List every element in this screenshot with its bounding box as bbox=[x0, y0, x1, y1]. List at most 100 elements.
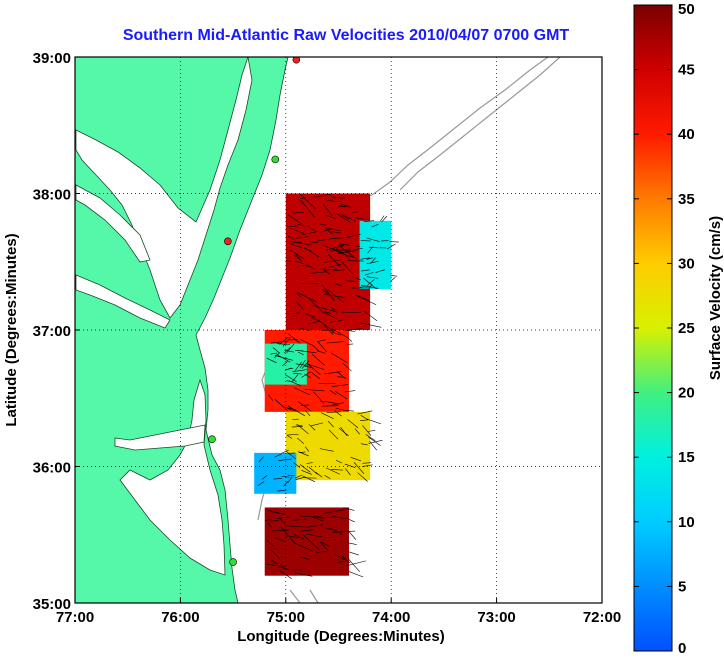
vector-arrow bbox=[315, 550, 328, 553]
vector-arrow bbox=[366, 260, 379, 265]
vector-arrow bbox=[302, 475, 316, 483]
y-tick-label: 36:00 bbox=[33, 460, 71, 477]
vector-arrow bbox=[293, 462, 301, 468]
vector-arrow bbox=[335, 407, 349, 412]
vector-arrow bbox=[284, 349, 294, 353]
vector-arrow bbox=[344, 390, 356, 393]
vector-arrow bbox=[302, 265, 310, 267]
vector-arrow bbox=[311, 353, 325, 366]
grid-lines bbox=[75, 57, 602, 603]
vector-arrow bbox=[306, 462, 313, 464]
vector-arrow bbox=[346, 280, 359, 282]
vector-arrow bbox=[336, 371, 347, 380]
vector-arrow bbox=[266, 540, 275, 547]
vector-arrow bbox=[296, 424, 309, 435]
vector-arrow bbox=[338, 243, 361, 247]
vector-arrow bbox=[347, 529, 357, 540]
vector-arrow bbox=[286, 451, 296, 460]
vector-arrow bbox=[286, 343, 295, 353]
vector-arrow bbox=[342, 214, 356, 222]
vector-arrow bbox=[299, 515, 315, 518]
vector-arrow bbox=[304, 365, 313, 369]
vector-arrow bbox=[300, 529, 314, 532]
vector-arrow bbox=[322, 203, 333, 216]
vector-arrow bbox=[365, 434, 376, 442]
vector-arrow bbox=[323, 311, 331, 314]
vector-arrow bbox=[324, 312, 337, 319]
vector-arrow bbox=[289, 338, 298, 341]
vector-arrow bbox=[329, 390, 337, 395]
vector-arrow bbox=[368, 436, 381, 446]
vector-arrow bbox=[300, 464, 311, 473]
vector-arrow bbox=[320, 412, 334, 420]
station-marker-3 bbox=[224, 237, 232, 246]
vector-arrow bbox=[287, 433, 299, 436]
vector-arrow bbox=[293, 387, 310, 396]
colorbar-tick-label: 15 bbox=[678, 449, 695, 466]
vector-arrow bbox=[279, 336, 289, 345]
station-marker-4 bbox=[208, 435, 216, 444]
vector-arrow bbox=[330, 248, 351, 252]
vector-arrow bbox=[281, 475, 290, 478]
vector-arrow bbox=[322, 284, 335, 301]
vector-arrow bbox=[326, 227, 341, 232]
station-marker-1 bbox=[292, 57, 301, 64]
vector-arrow bbox=[294, 255, 301, 260]
vector-arrow bbox=[313, 517, 324, 522]
vector-arrow bbox=[304, 373, 311, 379]
vector-arrow bbox=[284, 367, 292, 371]
vector-arrow bbox=[305, 363, 325, 370]
vector-arrow bbox=[330, 306, 338, 313]
x-tick-label: 75:00 bbox=[267, 609, 305, 626]
vector-arrow bbox=[306, 264, 315, 269]
vector-arrow bbox=[319, 228, 333, 233]
vector-arrow bbox=[319, 448, 334, 452]
vector-arrow bbox=[325, 467, 340, 475]
vector-arrow bbox=[344, 463, 356, 468]
vector-arrow bbox=[337, 244, 346, 247]
vector-arrow bbox=[354, 277, 361, 281]
vector-arrow bbox=[297, 401, 312, 412]
vector-arrow bbox=[313, 193, 332, 198]
vector-arrow bbox=[363, 310, 378, 322]
vector-arrow bbox=[273, 478, 282, 480]
vector-arrow bbox=[283, 347, 291, 354]
vector-arrow bbox=[326, 528, 338, 531]
vector-arrow bbox=[315, 471, 323, 478]
vector-arrow bbox=[261, 475, 268, 480]
vector-arrow bbox=[257, 481, 265, 486]
vector-arrow bbox=[357, 295, 377, 305]
vector-arrow bbox=[294, 361, 302, 372]
vector-arrow bbox=[276, 354, 291, 363]
vector-arrow bbox=[338, 427, 349, 437]
vector-arrow bbox=[283, 480, 289, 487]
vector-arrow bbox=[332, 530, 356, 533]
vector-arrow bbox=[324, 474, 331, 479]
vector-arrow bbox=[334, 390, 348, 400]
vector-arrow bbox=[288, 333, 299, 343]
vector-arrow bbox=[319, 223, 327, 226]
vector-arrow bbox=[369, 246, 379, 249]
vector-arrow bbox=[347, 558, 360, 572]
vector-arrow bbox=[330, 320, 342, 323]
vector-arrow bbox=[299, 193, 317, 210]
vector-arrow bbox=[270, 559, 278, 565]
vector-arrow bbox=[326, 245, 344, 251]
vector-arrow bbox=[329, 527, 343, 535]
y-axis-ticks: 39:00 38:00 37:00 36:00 35:00 bbox=[33, 50, 80, 613]
vector-arrow bbox=[282, 337, 291, 347]
vector-arrow bbox=[341, 261, 354, 275]
vector-arrow bbox=[294, 260, 305, 264]
vector-arrow bbox=[338, 205, 349, 208]
vector-arrow bbox=[324, 371, 341, 375]
vector-arrow bbox=[296, 292, 302, 298]
vector-arrow bbox=[346, 233, 361, 238]
vector-arrow bbox=[342, 362, 352, 372]
y-tick-label: 39:00 bbox=[33, 50, 71, 67]
vector-arrow bbox=[324, 214, 336, 219]
vector-arrow bbox=[292, 212, 304, 214]
x-tick-label: 73:00 bbox=[477, 609, 515, 626]
colorbar-gradient bbox=[633, 4, 673, 652]
vector-arrow bbox=[327, 200, 342, 203]
